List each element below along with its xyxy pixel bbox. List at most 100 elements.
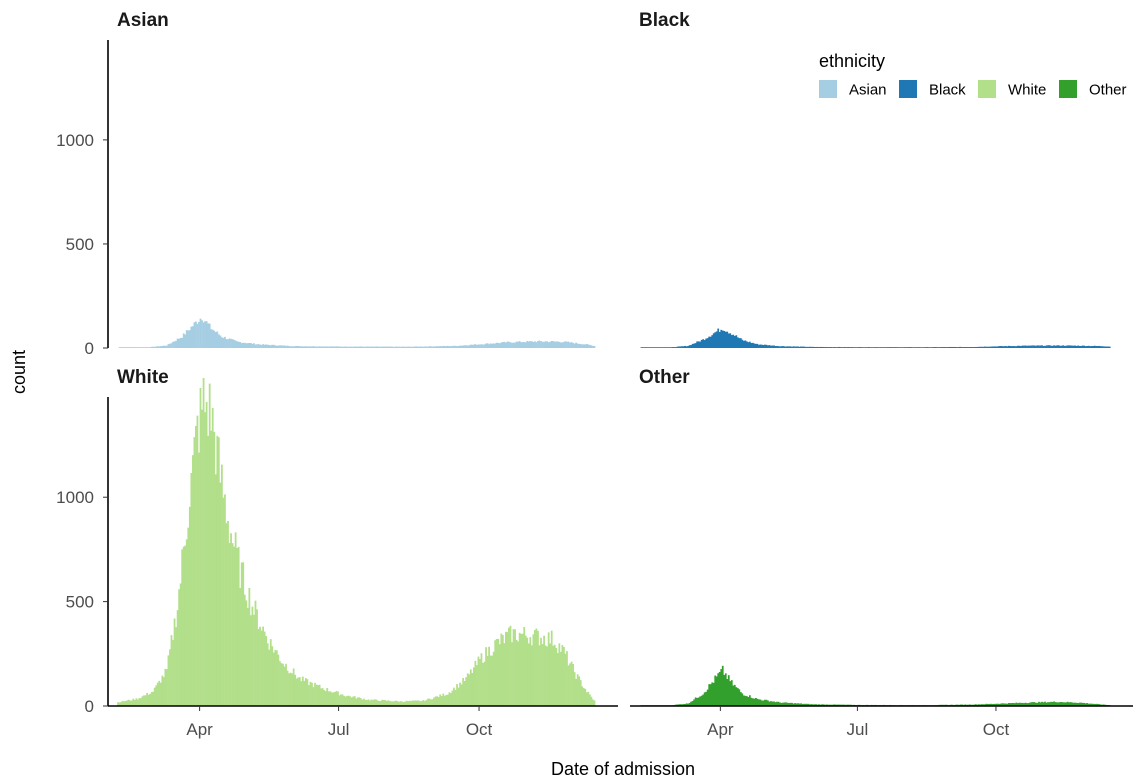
histogram-bar — [494, 640, 497, 706]
histogram-bar — [159, 346, 162, 348]
histogram-bar — [479, 344, 481, 348]
histogram-bar — [578, 343, 581, 348]
histogram-bar — [748, 341, 751, 348]
histogram-bar — [372, 346, 374, 348]
histogram-bar — [700, 695, 703, 706]
histogram-bar — [138, 698, 141, 706]
histogram-bar — [973, 347, 976, 348]
histogram-bar — [304, 678, 307, 706]
histogram-bar — [285, 345, 287, 348]
histogram-bar — [788, 702, 790, 706]
histogram-bar — [451, 346, 454, 348]
histogram-bar — [962, 347, 965, 348]
y-tick-label: 500 — [66, 593, 94, 612]
histogram-bar — [914, 347, 917, 348]
histogram-bar — [1045, 702, 1048, 706]
histogram-bar — [706, 689, 709, 706]
histogram-bar — [709, 336, 712, 348]
histogram-bar — [1041, 701, 1043, 706]
histogram-bar — [222, 497, 225, 706]
histogram-bar — [141, 347, 144, 348]
histogram-bar — [717, 328, 720, 348]
histogram-bar — [1015, 346, 1018, 348]
histogram-bar — [1051, 345, 1054, 348]
histogram-bar — [373, 346, 376, 348]
histogram-bar — [224, 336, 226, 348]
histogram-bar — [251, 343, 254, 348]
histogram-bar — [1008, 703, 1010, 706]
histogram-bar — [254, 344, 257, 348]
histogram-bar — [175, 340, 177, 348]
histogram-bar — [246, 343, 249, 348]
histogram-bar — [1065, 702, 1067, 706]
histogram-bar — [732, 334, 735, 348]
histogram-bar — [243, 594, 246, 706]
histogram-bar — [785, 702, 787, 706]
histogram-bar — [448, 346, 451, 348]
histogram-bar — [886, 347, 888, 348]
histogram-bar — [550, 340, 553, 348]
histogram-bar — [312, 346, 315, 348]
histogram-bar — [367, 346, 370, 348]
histogram-bar — [311, 346, 313, 348]
histogram-bar — [1027, 345, 1030, 348]
histogram-bar — [809, 704, 811, 706]
histogram-bar — [294, 674, 297, 706]
histogram-bar — [791, 346, 793, 348]
histogram-bar — [260, 630, 263, 706]
histogram-bar — [1047, 702, 1049, 706]
histogram-bar — [982, 704, 985, 706]
histogram-bar — [306, 679, 309, 706]
histogram-bar — [588, 344, 591, 348]
histogram-bar — [767, 345, 769, 348]
histogram-bar — [263, 344, 266, 348]
histogram-bar — [338, 346, 341, 348]
histogram-bar — [127, 347, 130, 348]
histogram-bar — [129, 700, 132, 706]
histogram-bar — [708, 684, 711, 706]
histogram-bar — [395, 700, 397, 706]
histogram-bar — [392, 701, 394, 706]
histogram-bar — [1041, 345, 1043, 348]
histogram-bar — [1039, 345, 1042, 348]
histogram-bar — [333, 346, 336, 348]
histogram-bar — [681, 704, 683, 706]
histogram-bar — [414, 700, 417, 706]
histogram-bar — [998, 703, 1001, 706]
histogram-bar — [202, 322, 205, 348]
histogram-bar — [1060, 345, 1063, 348]
histogram-bar — [166, 345, 168, 348]
histogram-bar — [1044, 701, 1046, 706]
histogram-bar — [421, 700, 423, 706]
histogram-bar — [508, 341, 510, 348]
histogram-bar — [541, 643, 544, 706]
histogram-bar — [195, 425, 197, 706]
histogram-bar — [512, 342, 515, 348]
histogram-bar — [199, 387, 202, 706]
histogram-bar — [738, 689, 741, 706]
histogram-bar — [1056, 345, 1058, 348]
histogram-bar — [231, 339, 234, 348]
histogram-bar — [759, 699, 762, 706]
histogram-bar — [1090, 346, 1093, 348]
histogram-bar — [717, 673, 720, 706]
histogram-bar — [121, 700, 124, 706]
x-tick-label: Oct — [466, 720, 493, 739]
histogram-bar — [370, 346, 373, 348]
histogram-bar — [679, 346, 682, 348]
histogram-bar — [989, 346, 992, 348]
histogram-bar — [931, 347, 933, 348]
histogram-bar — [367, 699, 370, 706]
histogram-bar — [239, 342, 242, 348]
histogram-bar — [436, 696, 439, 706]
histogram-bar — [341, 346, 344, 348]
histogram-bar — [559, 651, 562, 706]
histogram-bar — [143, 347, 145, 348]
histogram-bar — [1024, 345, 1027, 348]
histogram-bar — [526, 340, 529, 348]
histogram-bar — [178, 338, 181, 348]
facet-title: White — [117, 367, 169, 388]
histogram-bar — [715, 676, 718, 706]
histogram-bar — [181, 337, 184, 348]
histogram-bar — [699, 696, 702, 706]
